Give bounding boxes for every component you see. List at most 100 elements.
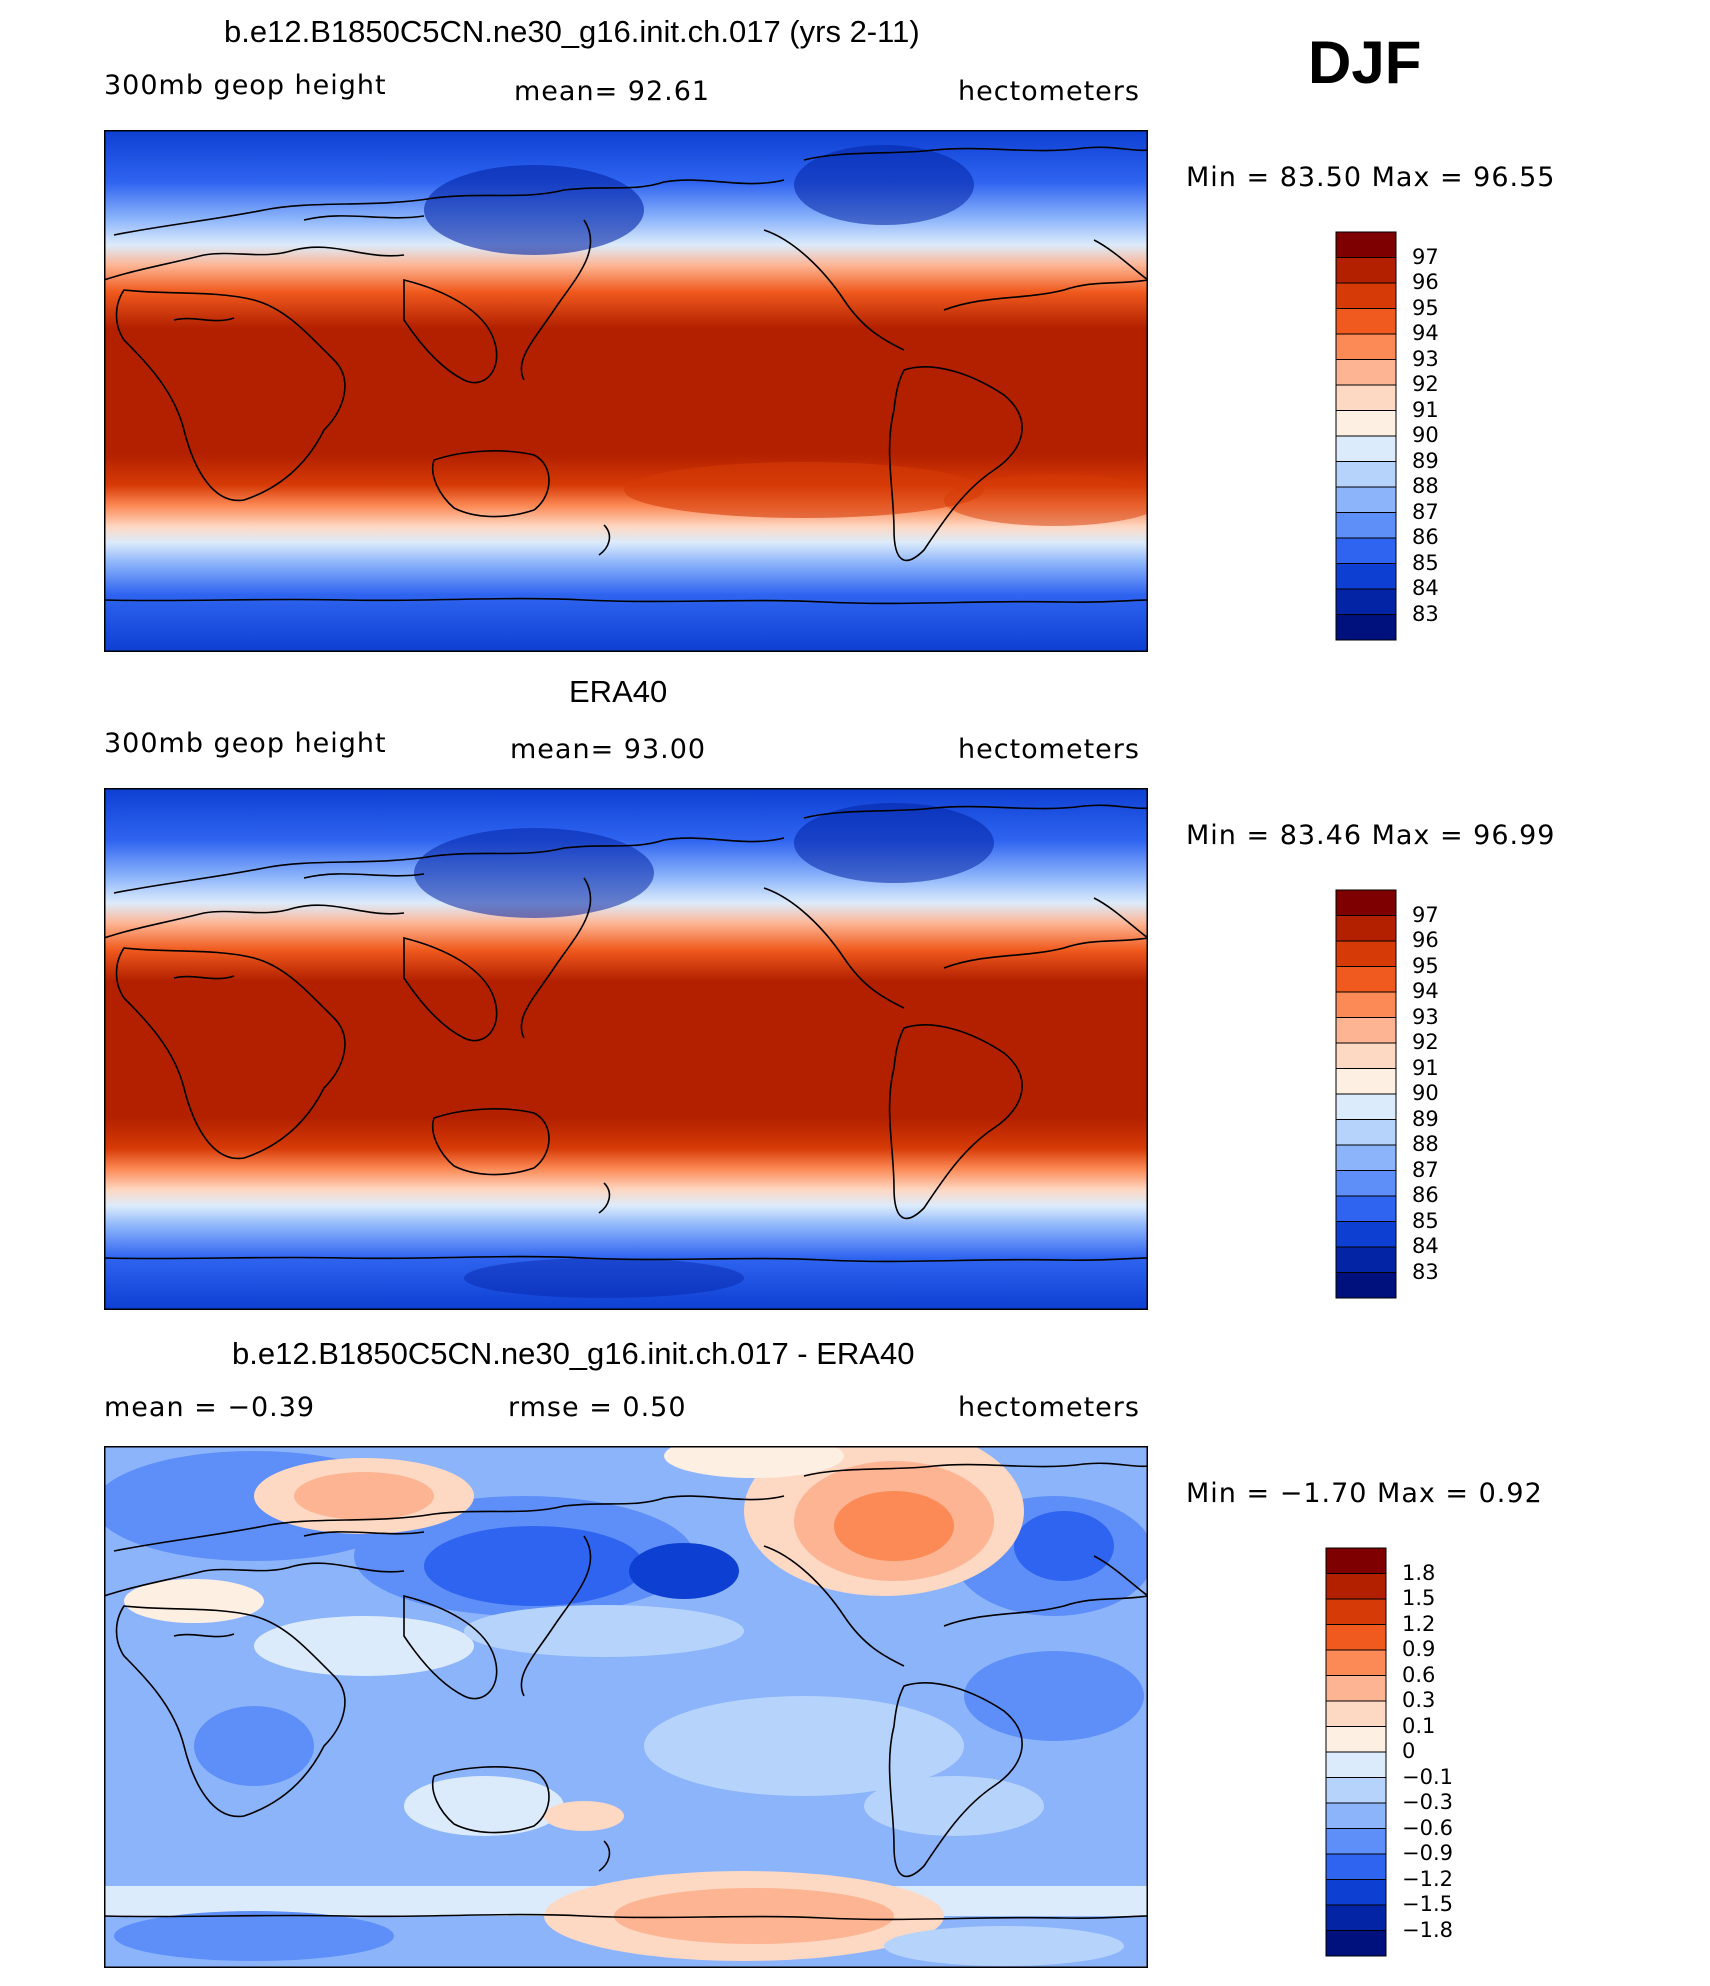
colorbar-tick-label: −1.5 — [1402, 1892, 1453, 1916]
panel-1-mean: mean= 92.61 — [514, 76, 711, 107]
colorbar-swatch — [1325, 1649, 1387, 1676]
colorbar-swatch — [1335, 1042, 1397, 1069]
panel-3-mean: mean = −0.39 — [104, 1392, 316, 1423]
colorbar-tick-label: 1.8 — [1402, 1560, 1436, 1585]
colorbar-tick-label: 97 — [1412, 244, 1439, 269]
panel-3-minmax: Min = −1.70 Max = 0.92 — [1186, 1478, 1543, 1509]
colorbar-tick-label: 96 — [1412, 270, 1439, 294]
colorbar-tick-label: 91 — [1412, 397, 1439, 422]
colorbar-tick-label: 84 — [1412, 576, 1439, 600]
colorbar-tick-label: 84 — [1412, 1234, 1439, 1258]
colorbar-tick-label: 1.2 — [1402, 1611, 1436, 1636]
colorbar-swatch — [1325, 1802, 1387, 1829]
colorbar-swatch — [1335, 410, 1397, 437]
panel-1-units: hectometers — [958, 76, 1140, 107]
colorbar-tick-label: 90 — [1412, 423, 1439, 447]
panel-2-title: ERA40 — [569, 674, 668, 709]
colorbar-tick-label: 94 — [1412, 321, 1439, 345]
colorbar-tick-label: −0.9 — [1402, 1841, 1453, 1865]
colorbar-tick-label: 90 — [1412, 1081, 1439, 1105]
colorbar-tick-label: −0.1 — [1402, 1764, 1453, 1789]
colorbar-tick-label: 96 — [1412, 928, 1439, 952]
colorbar-tick-label: −0.6 — [1402, 1815, 1453, 1840]
colorbar-tick-label: −0.3 — [1402, 1790, 1453, 1814]
colorbar-tick-label: 0.3 — [1402, 1688, 1436, 1712]
colorbar-tick-label: 85 — [1412, 1208, 1439, 1233]
colorbar-swatch — [1325, 1828, 1387, 1855]
colorbar-swatch — [1325, 1598, 1387, 1625]
colorbar-tick-label: 91 — [1412, 1055, 1439, 1080]
panel-1-colorbar — [1335, 231, 1397, 641]
colorbar-swatch — [1325, 1879, 1387, 1906]
panel-3-units: hectometers — [958, 1392, 1140, 1423]
colorbar-swatch — [1335, 512, 1397, 539]
colorbar-swatch — [1335, 1144, 1397, 1171]
colorbar-swatch — [1335, 537, 1397, 564]
colorbar-swatch — [1325, 1675, 1387, 1702]
colorbar-swatch — [1325, 1547, 1387, 1574]
colorbar-swatch — [1335, 486, 1397, 513]
colorbar-swatch — [1325, 1726, 1387, 1753]
colorbar-swatch — [1335, 1246, 1397, 1273]
colorbar-swatch — [1325, 1930, 1387, 1957]
colorbar-swatch — [1335, 308, 1397, 335]
colorbar-tick-label: 85 — [1412, 550, 1439, 575]
colorbar-swatch — [1325, 1700, 1387, 1727]
colorbar-tick-label: 95 — [1412, 953, 1439, 978]
panel-1-variable: 300mb geop height — [104, 70, 387, 101]
colorbar-tick-label: 89 — [1412, 1106, 1439, 1131]
colorbar-swatch — [1335, 991, 1397, 1018]
colorbar-swatch — [1335, 940, 1397, 967]
colorbar-tick-label: 95 — [1412, 295, 1439, 320]
colorbar-tick-label: 83 — [1412, 601, 1439, 626]
panel-2-mean: mean= 93.00 — [510, 734, 707, 765]
colorbar-tick-label: 1.5 — [1402, 1586, 1436, 1610]
colorbar-swatch — [1335, 257, 1397, 284]
colorbar-tick-label: 93 — [1412, 1004, 1439, 1029]
colorbar-swatch — [1335, 384, 1397, 411]
panel-3-frame — [104, 1446, 1148, 1968]
colorbar-swatch — [1325, 1904, 1387, 1931]
colorbar-swatch — [1335, 915, 1397, 942]
colorbar-tick-label: 88 — [1412, 1132, 1439, 1156]
colorbar-swatch — [1335, 614, 1397, 641]
colorbar-tick-label: −1.8 — [1402, 1917, 1453, 1942]
colorbar-swatch — [1325, 1573, 1387, 1600]
colorbar-tick-label: 94 — [1412, 979, 1439, 1003]
colorbar-swatch — [1335, 1017, 1397, 1044]
colorbar-swatch — [1325, 1777, 1387, 1804]
colorbar-swatch — [1335, 1068, 1397, 1095]
colorbar-swatch — [1335, 231, 1397, 258]
colorbar-swatch — [1335, 889, 1397, 916]
panel-1-frame — [104, 130, 1148, 652]
colorbar-swatch — [1335, 461, 1397, 488]
colorbar-swatch — [1335, 1272, 1397, 1299]
panel-3-field — [104, 1446, 1148, 1968]
colorbar-tick-label: 89 — [1412, 448, 1439, 473]
colorbar-tick-label: 86 — [1412, 1183, 1439, 1207]
colorbar-swatch — [1335, 333, 1397, 360]
colorbar-tick-label: −1.2 — [1402, 1866, 1453, 1891]
colorbar-swatch — [1335, 966, 1397, 993]
colorbar-tick-label: 0.9 — [1402, 1637, 1436, 1661]
colorbar-tick-label: 83 — [1412, 1259, 1439, 1284]
colorbar-tick-label: 0 — [1402, 1739, 1416, 1763]
panel-3-colorbar — [1325, 1547, 1387, 1957]
colorbar-tick-label: 87 — [1412, 499, 1439, 524]
panel-1-map — [104, 130, 1148, 652]
colorbar-swatch — [1335, 1195, 1397, 1222]
panel-1-title: b.e12.B1850C5CN.ne30_g16.init.ch.017 (yr… — [224, 14, 920, 49]
panel-2-units: hectometers — [958, 734, 1140, 765]
panel-3-map — [104, 1446, 1148, 1968]
panel-3-title: b.e12.B1850C5CN.ne30_g16.init.ch.017 - E… — [232, 1336, 915, 1371]
colorbar-tick-label: 93 — [1412, 346, 1439, 371]
colorbar-tick-label: 86 — [1412, 525, 1439, 549]
season-label: DJF — [1308, 29, 1422, 96]
colorbar-tick-label: 92 — [1412, 372, 1439, 396]
colorbar-tick-label: 87 — [1412, 1157, 1439, 1182]
colorbar-tick-label: 0.1 — [1402, 1713, 1436, 1738]
colorbar-tick-label: 88 — [1412, 474, 1439, 498]
colorbar-swatch — [1335, 282, 1397, 309]
panel-2-colorbar — [1335, 889, 1397, 1299]
panel-1-minmax: Min = 83.50 Max = 96.55 — [1186, 162, 1556, 193]
